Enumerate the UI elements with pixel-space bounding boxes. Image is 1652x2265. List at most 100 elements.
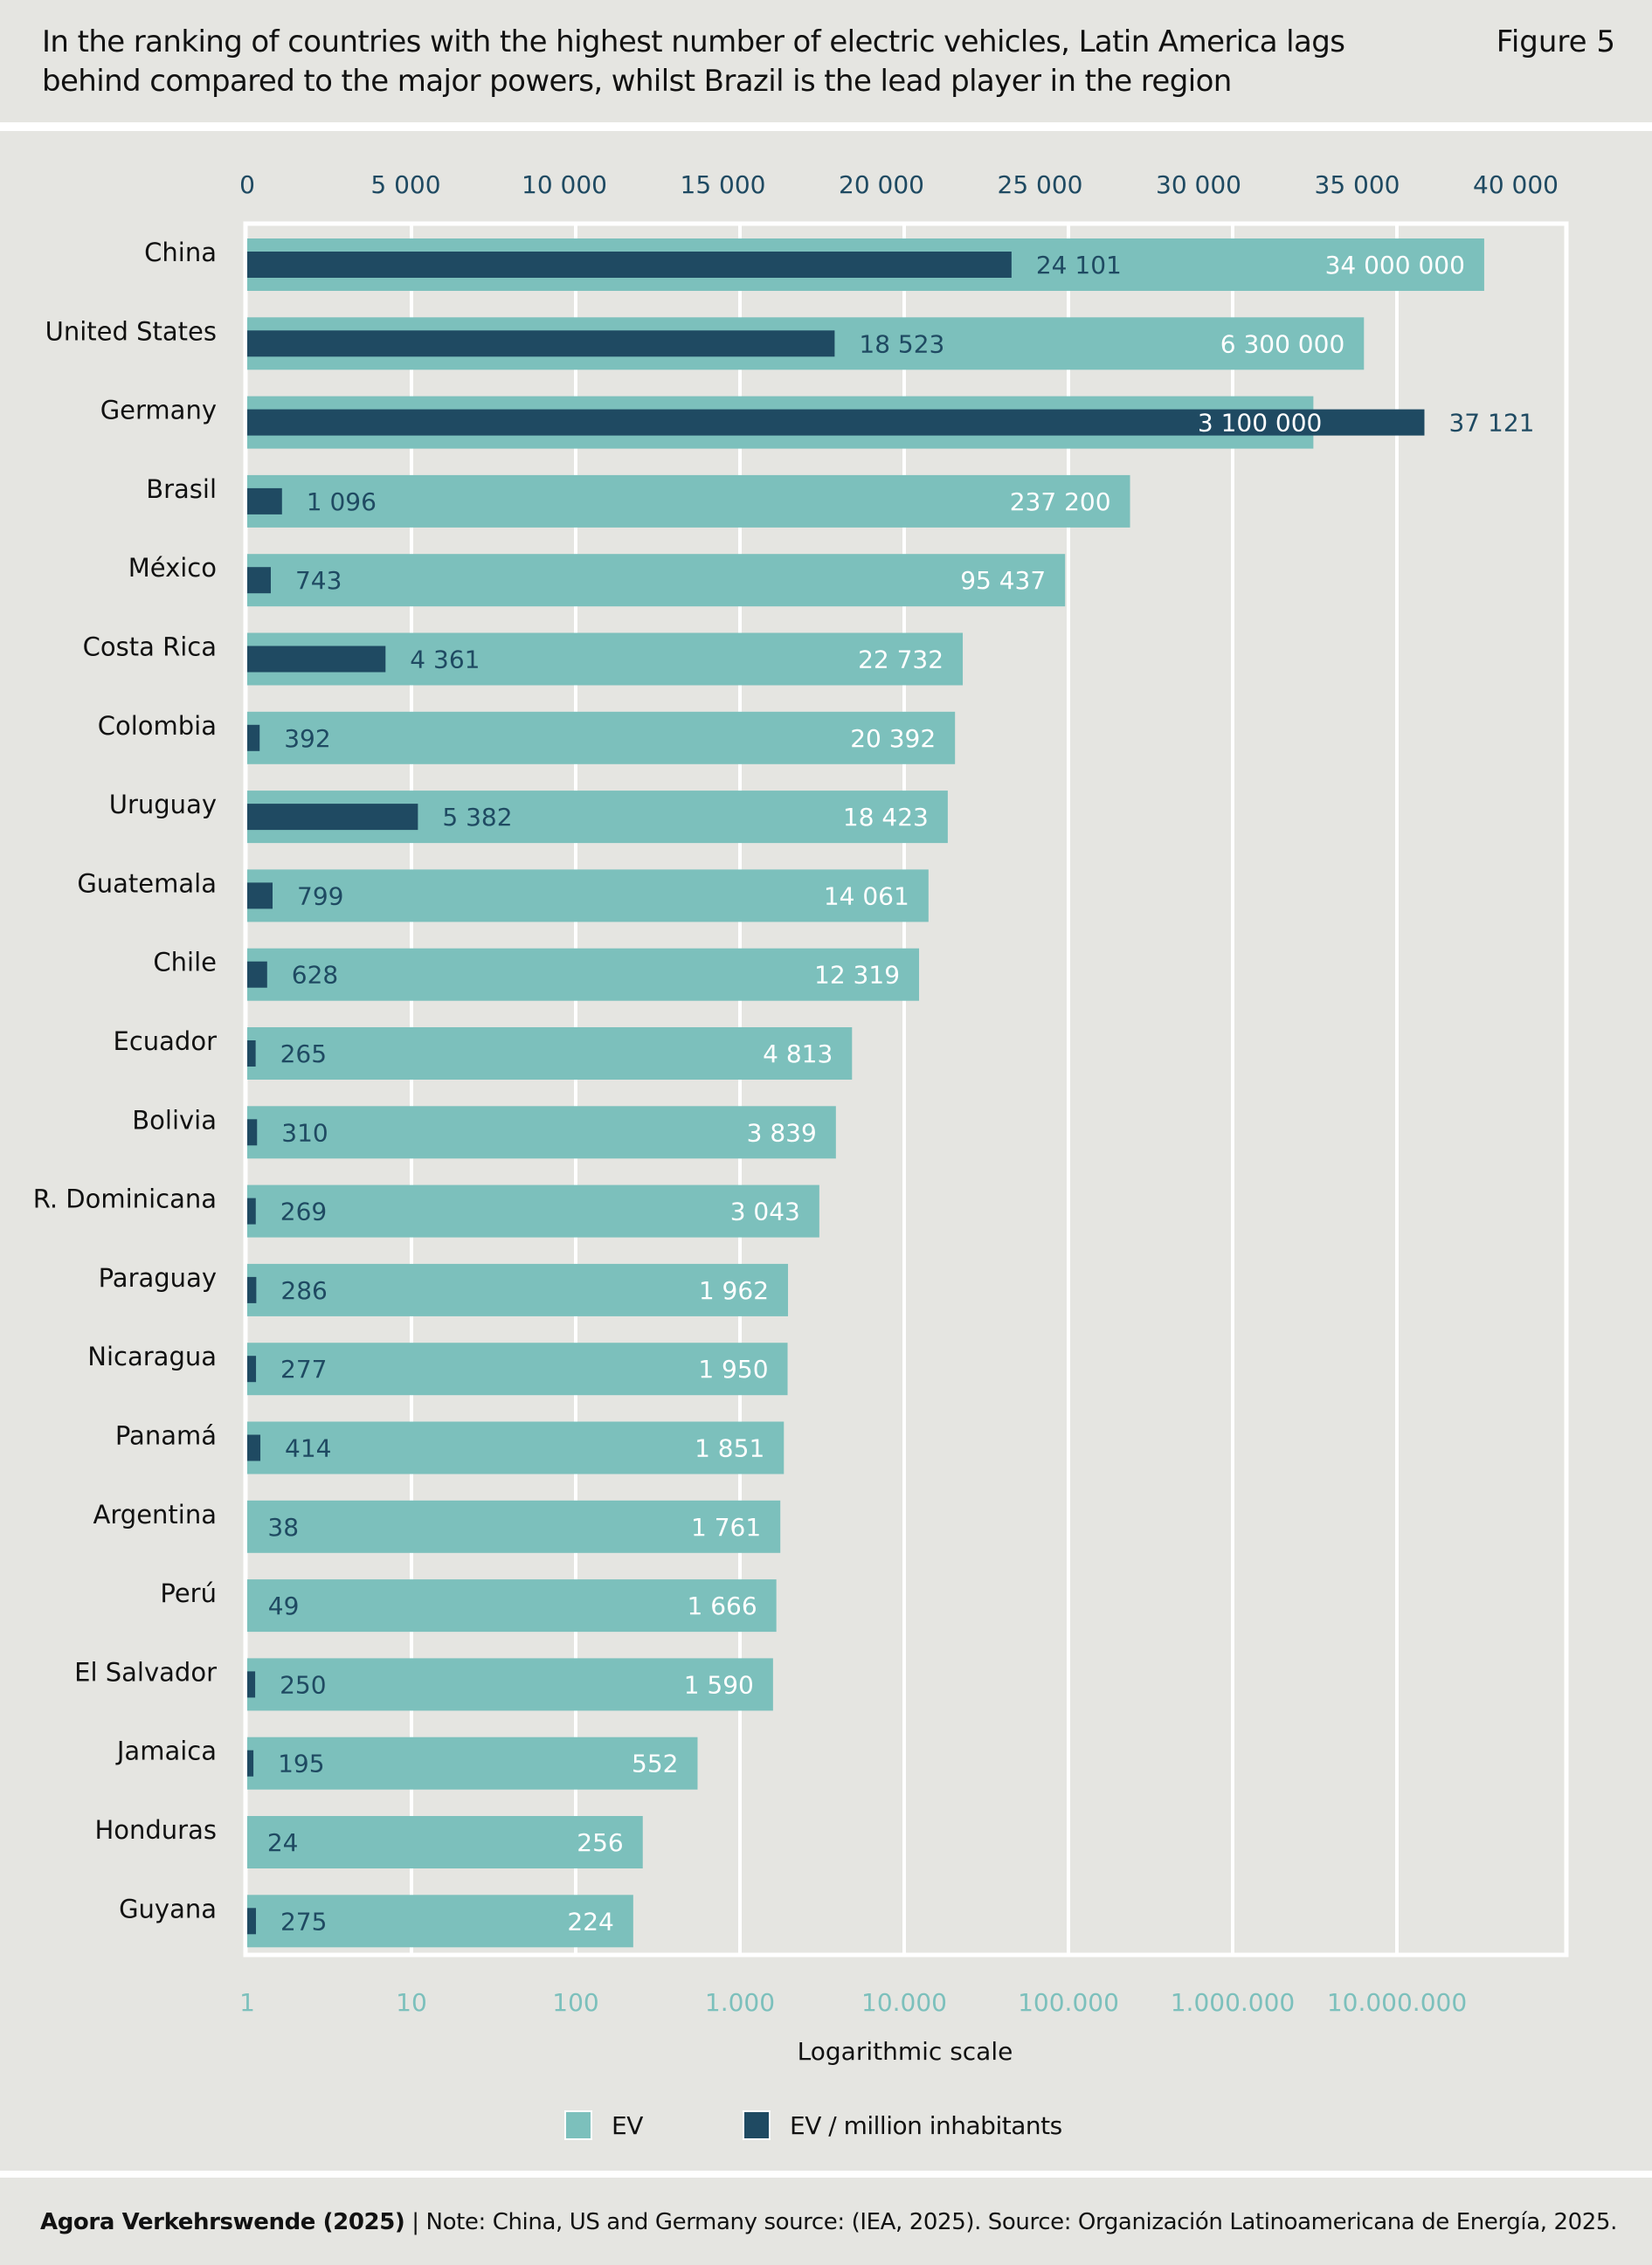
ev-per-million-value-label: 38 [267, 1513, 299, 1542]
bar-row: Honduras 256 24 [94, 1815, 643, 1868]
category-label: Honduras [94, 1815, 217, 1845]
bottom-tick-label: 10.000 [861, 1988, 947, 2017]
ev-per-million-bar [247, 487, 282, 514]
ev-value-label: 256 [577, 1828, 623, 1857]
top-tick-label: 0 [239, 170, 255, 199]
ev-bar [247, 1184, 819, 1238]
category-label: R. Dominicana [33, 1184, 217, 1214]
bar-row: Germany 3 100 000 37 121 [100, 396, 1534, 449]
ev-value-label: 34 000 000 [1325, 251, 1465, 280]
bar-row: Jamaica 552 195 [115, 1737, 698, 1790]
top-tick-label: 40 000 [1473, 170, 1559, 199]
ev-per-million-value-label: 310 [281, 1118, 328, 1147]
ev-per-million-value-label: 277 [280, 1355, 327, 1384]
ev-per-million-value-label: 628 [292, 961, 338, 990]
category-label: Bolivia [132, 1105, 217, 1135]
category-label: Panamá [115, 1421, 217, 1451]
ev-value-label: 1 851 [695, 1434, 764, 1463]
bar-row: Uruguay 18 423 5 382 [109, 790, 948, 844]
category-label: Uruguay [109, 790, 217, 819]
bar-row: Nicaragua 1 950 277 [87, 1342, 788, 1396]
ev-value-label: 95 437 [960, 566, 1046, 595]
ev-per-million-value-label: 250 [280, 1670, 326, 1699]
ev-per-million-value-label: 4 361 [410, 646, 480, 674]
bottom-tick-label: 100.000 [1018, 1988, 1119, 2017]
header: In the ranking of countries with the hig… [0, 0, 1652, 122]
ev-per-million-value-label: 743 [295, 566, 342, 595]
ev-per-million-value-label: 269 [280, 1198, 327, 1226]
ev-value-label: 20 392 [850, 724, 936, 753]
footer: Agora Verkehrswende (2025) | Note: China… [0, 2178, 1652, 2265]
category-label: Colombia [98, 711, 217, 741]
ev-per-million-bar [247, 1119, 258, 1146]
ev-bar [247, 1027, 853, 1080]
bars: China 34 000 000 24 101 United States 6 300 … [33, 238, 1534, 1948]
ev-bar [247, 1106, 836, 1159]
ev-per-million-bar [247, 1908, 256, 1935]
ev-per-million-bar [247, 882, 273, 909]
ev-value-label: 3 043 [730, 1198, 800, 1226]
bar-row: Panamá 1 851 414 [115, 1421, 785, 1474]
ev-per-million-value-label: 265 [280, 1039, 327, 1068]
bottom-tick-label: 10 [396, 1988, 427, 2017]
ev-per-million-value-label: 1 096 [307, 487, 377, 516]
ev-bar [247, 474, 1130, 528]
ev-value-label: 3 839 [747, 1118, 817, 1147]
category-label: Ecuador [114, 1026, 218, 1056]
top-tick-label: 5 000 [370, 170, 440, 199]
ev-value-label: 18 423 [843, 803, 929, 832]
category-label: Jamaica [115, 1737, 217, 1766]
category-label: Guatemala [77, 868, 217, 898]
category-label: Argentina [93, 1500, 217, 1530]
ev-per-million-bar [247, 330, 835, 357]
category-label: El Salvador [74, 1657, 217, 1687]
ev-bar [247, 948, 920, 1001]
ev-value-label: 1 962 [699, 1276, 769, 1305]
ev-per-million-value-label: 275 [280, 1907, 327, 1936]
ev-per-million-value-label: 49 [268, 1592, 300, 1620]
bottom-axis: 1 10 100 1.000 10.000 100.000 1.000.000 10.000.… [239, 1988, 1467, 2017]
bottom-axis-label: Logarithmic scale [798, 2037, 1013, 2066]
legend-swatch-ev-per-million [743, 2110, 771, 2140]
ev-per-million-bar [247, 1434, 261, 1461]
ev-per-million-bar [247, 646, 386, 673]
ev-value-label: 4 813 [763, 1039, 833, 1068]
ev-value-label: 237 200 [1010, 487, 1111, 516]
ev-per-million-value-label: 24 [267, 1828, 299, 1857]
ev-bar [247, 554, 1066, 607]
ev-per-million-bar [247, 1750, 254, 1777]
category-label: Costa Rica [83, 632, 217, 662]
bar-row: Paraguay 1 962 286 [99, 1263, 789, 1316]
ev-value-label: 1 590 [684, 1670, 754, 1699]
ev-per-million-value-label: 24 101 [1036, 251, 1122, 280]
ev-bar [247, 1579, 777, 1633]
category-label: Nicaragua [87, 1342, 217, 1371]
legend: EV EV / million inhabitants [0, 2108, 1652, 2143]
bar-row: Perú 1 666 49 [160, 1578, 777, 1633]
ev-bar [247, 1737, 698, 1790]
category-label: Brasil [146, 474, 217, 504]
category-label: Guyana [119, 1894, 217, 1923]
bar-row: Guatemala 14 061 799 [77, 868, 929, 922]
ev-per-million-value-label: 799 [297, 881, 343, 910]
bottom-tick-label: 100 [552, 1988, 598, 2017]
bottom-tick-label: 1.000.000 [1171, 1988, 1296, 2017]
ev-per-million-bar [247, 961, 267, 988]
top-tick-label: 10 000 [522, 170, 607, 199]
ev-bar [247, 1816, 643, 1868]
ev-bar [247, 1895, 633, 1948]
ev-value-label: 552 [632, 1750, 678, 1778]
bar-row: Costa Rica 22 732 4 361 [83, 632, 964, 686]
legend-swatch-ev [564, 2110, 592, 2140]
category-label: China [144, 238, 217, 267]
ev-bar [247, 1343, 788, 1396]
category-label: México [128, 553, 217, 583]
ev-bar [247, 711, 956, 764]
bar-row: Colombia 20 392 392 [98, 711, 956, 764]
ev-per-million-bar [247, 1671, 256, 1698]
bar-row: Brasil 237 200 1 096 [146, 474, 1130, 528]
ev-bar [247, 1500, 781, 1553]
category-label: Germany [100, 396, 217, 425]
category-label: Chile [153, 948, 217, 977]
